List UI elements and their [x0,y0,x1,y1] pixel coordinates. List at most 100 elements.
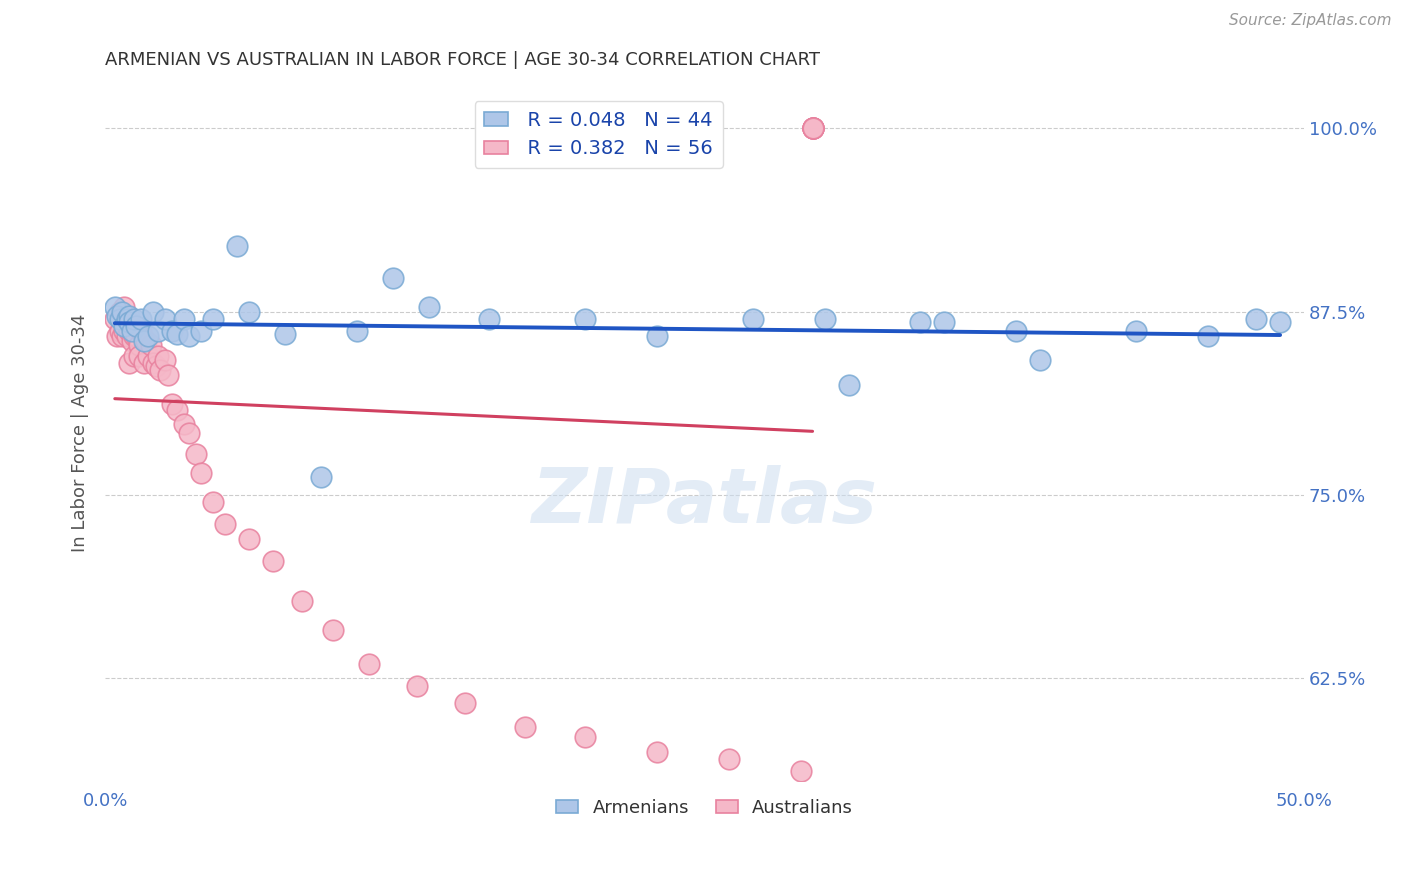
Point [813,311,835,326]
Point [121,324,143,338]
Point [115,329,138,343]
Text: Source: ZipAtlas.com: Source: ZipAtlas.com [1229,13,1392,29]
Point [108,324,131,338]
Point [801,121,824,136]
Point [118,324,141,338]
Point [837,377,859,392]
Point [162,397,184,411]
Point [108,311,131,326]
Point [112,324,135,338]
Point [122,349,145,363]
Point [934,315,956,329]
Point [801,121,824,136]
Point [111,304,134,318]
Point [357,657,380,671]
Point [274,326,297,341]
Point [190,324,212,338]
Point [153,311,176,326]
Point [645,329,668,343]
Point [645,745,668,759]
Point [238,304,260,318]
Point [801,121,824,136]
Point [262,554,284,568]
Point [105,309,128,323]
Point [108,304,131,318]
Y-axis label: In Labor Force | Age 30-34: In Labor Force | Age 30-34 [72,313,89,552]
Text: ARMENIAN VS AUSTRALIAN IN LABOR FORCE | AGE 30-34 CORRELATION CHART: ARMENIAN VS AUSTRALIAN IN LABOR FORCE | … [105,51,820,69]
Point [132,356,155,370]
Point [454,696,477,710]
Point [115,311,138,326]
Point [104,311,127,326]
Point [142,304,165,318]
Point [104,300,127,314]
Text: ZIPatlas: ZIPatlas [531,466,877,540]
Point [173,417,195,432]
Point [1197,329,1219,343]
Point [173,311,195,326]
Point [112,319,135,334]
Point [121,324,143,338]
Point [138,349,160,363]
Point [166,326,188,341]
Point [149,363,172,377]
Point [146,349,169,363]
Point [128,349,150,363]
Point [789,764,811,778]
Point [1125,324,1147,338]
Legend: Armenians, Australians: Armenians, Australians [550,792,860,824]
Point [322,623,344,637]
Point [291,593,314,607]
Point [122,329,145,343]
Point [574,730,596,744]
Point [128,338,150,352]
Point [381,270,404,285]
Point [142,356,165,370]
Point [574,311,596,326]
Point [1268,315,1291,329]
Point [202,311,225,326]
Point [121,334,143,348]
Point [741,311,763,326]
Point [406,679,429,693]
Point [112,300,135,314]
Point [186,447,208,461]
Point [145,359,167,373]
Point [129,324,152,338]
Point [202,495,225,509]
Point [125,319,148,334]
Point [156,368,179,382]
Point [146,324,169,338]
Point [138,329,160,343]
Point [111,311,134,326]
Point [118,356,141,370]
Point [135,334,157,348]
Point [190,466,212,480]
Point [513,720,536,734]
Point [226,238,249,252]
Point [418,300,440,314]
Point [346,324,368,338]
Point [717,752,740,766]
Point [1244,311,1267,326]
Point [179,329,201,343]
Point [910,315,932,329]
Point [162,324,184,338]
Point [105,329,128,343]
Point [115,311,138,326]
Point [153,353,176,368]
Point [478,311,501,326]
Point [801,121,824,136]
Point [118,309,141,323]
Point [111,329,134,343]
Point [122,311,145,326]
Point [166,402,188,417]
Point [309,470,332,484]
Point [139,338,162,352]
Point [238,532,260,546]
Point [801,121,824,136]
Point [214,517,236,532]
Point [129,311,152,326]
Point [801,121,824,136]
Point [132,334,155,348]
